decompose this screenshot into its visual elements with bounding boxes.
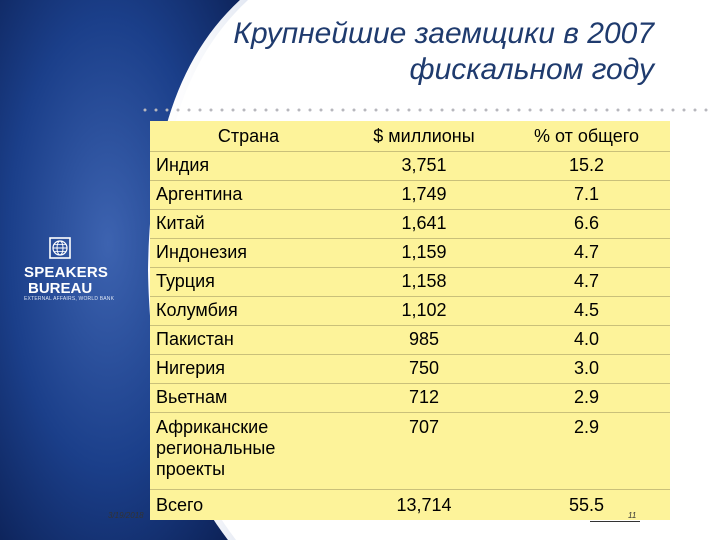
table-row: Аргентина 1,749 7.1 [150,180,670,210]
cell-percent: 4.7 [503,238,670,268]
cell-percent: 2.9 [503,412,670,490]
cell-amount: 707 [345,412,503,490]
table-row: Индия 3,751 15.2 [150,151,670,181]
borrowers-table: Страна $ миллионы % от общего Индия 3,75… [150,121,670,520]
dotted-separator [143,108,708,112]
title-line-1: Крупнейшие заемщики в 2007 [233,17,654,50]
table-header-row: Страна $ миллионы % от общего [150,121,670,152]
globe-icon [49,237,71,259]
cell-percent: 15.2 [503,151,670,181]
table-row: Колумбия 1,102 4.5 [150,296,670,326]
cell-percent: 4.7 [503,267,670,297]
cell-amount: 1,641 [345,209,503,239]
cell-amount: 1,158 [345,267,503,297]
table-row: Нигерия 750 3.0 [150,354,670,384]
cell-country: Африканские региональные проекты [150,412,345,490]
cell-percent: 6.6 [503,209,670,239]
table-row: Китай 1,641 6.6 [150,209,670,239]
cell-country: Колумбия [150,296,345,326]
cell-amount: 712 [345,383,503,413]
table-total-row: Всего 13,714 55.5 [150,490,670,521]
blue-swoosh [0,0,240,540]
table-row: Пакистан 985 4.0 [150,325,670,355]
title-line-2: фискальном году [409,53,654,86]
cell-percent: 4.0 [503,325,670,355]
cell-percent: 3.0 [503,354,670,384]
header-country: Страна [150,121,345,152]
total-amount: 13,714 [396,495,452,515]
cell-amount: 1,102 [345,296,503,326]
footer-date: 3/19/2018 [108,511,144,520]
logo-subtitle: EXTERNAL AFFAIRS, WORLD BANK [24,296,115,302]
cell-country: Пакистан [150,325,345,355]
page-number: 11 [628,511,637,520]
cell-percent: 7.1 [503,180,670,210]
cell-amount: 750 [345,354,503,384]
header-percent: % от общего [503,121,670,152]
header-amount: $ миллионы [345,121,503,152]
table-row: Африканские региональные проекты 707 2.9 [150,412,670,490]
logo-text-bureau: BUREAU [28,280,93,297]
total-label: Всего [156,495,204,515]
cell-country: Индия [150,151,345,181]
table-row: Индонезия 1,159 4.7 [150,238,670,268]
cell-amount: 985 [345,325,503,355]
cell-country: Турция [150,267,345,297]
cell-amount: 3,751 [345,151,503,181]
total-percent: 55.5 [568,495,605,515]
table-row: Турция 1,158 4.7 [150,267,670,297]
logo-text-speakers: SPEAKERS [24,264,109,281]
cell-amount: 1,749 [345,180,503,210]
cell-country: Вьетнам [150,383,345,413]
cell-country: Нигерия [150,354,345,384]
cell-percent: 4.5 [503,296,670,326]
cell-country: Китай [150,209,345,239]
footer-divider [590,521,640,522]
cell-country: Индонезия [150,238,345,268]
slide-title: Крупнейшие заемщики в 2007 фискальном го… [154,16,654,88]
cell-country: Аргентина [150,180,345,210]
cell-amount: 1,159 [345,238,503,268]
table-row: Вьетнам 712 2.9 [150,383,670,413]
cell-percent: 2.9 [503,383,670,413]
